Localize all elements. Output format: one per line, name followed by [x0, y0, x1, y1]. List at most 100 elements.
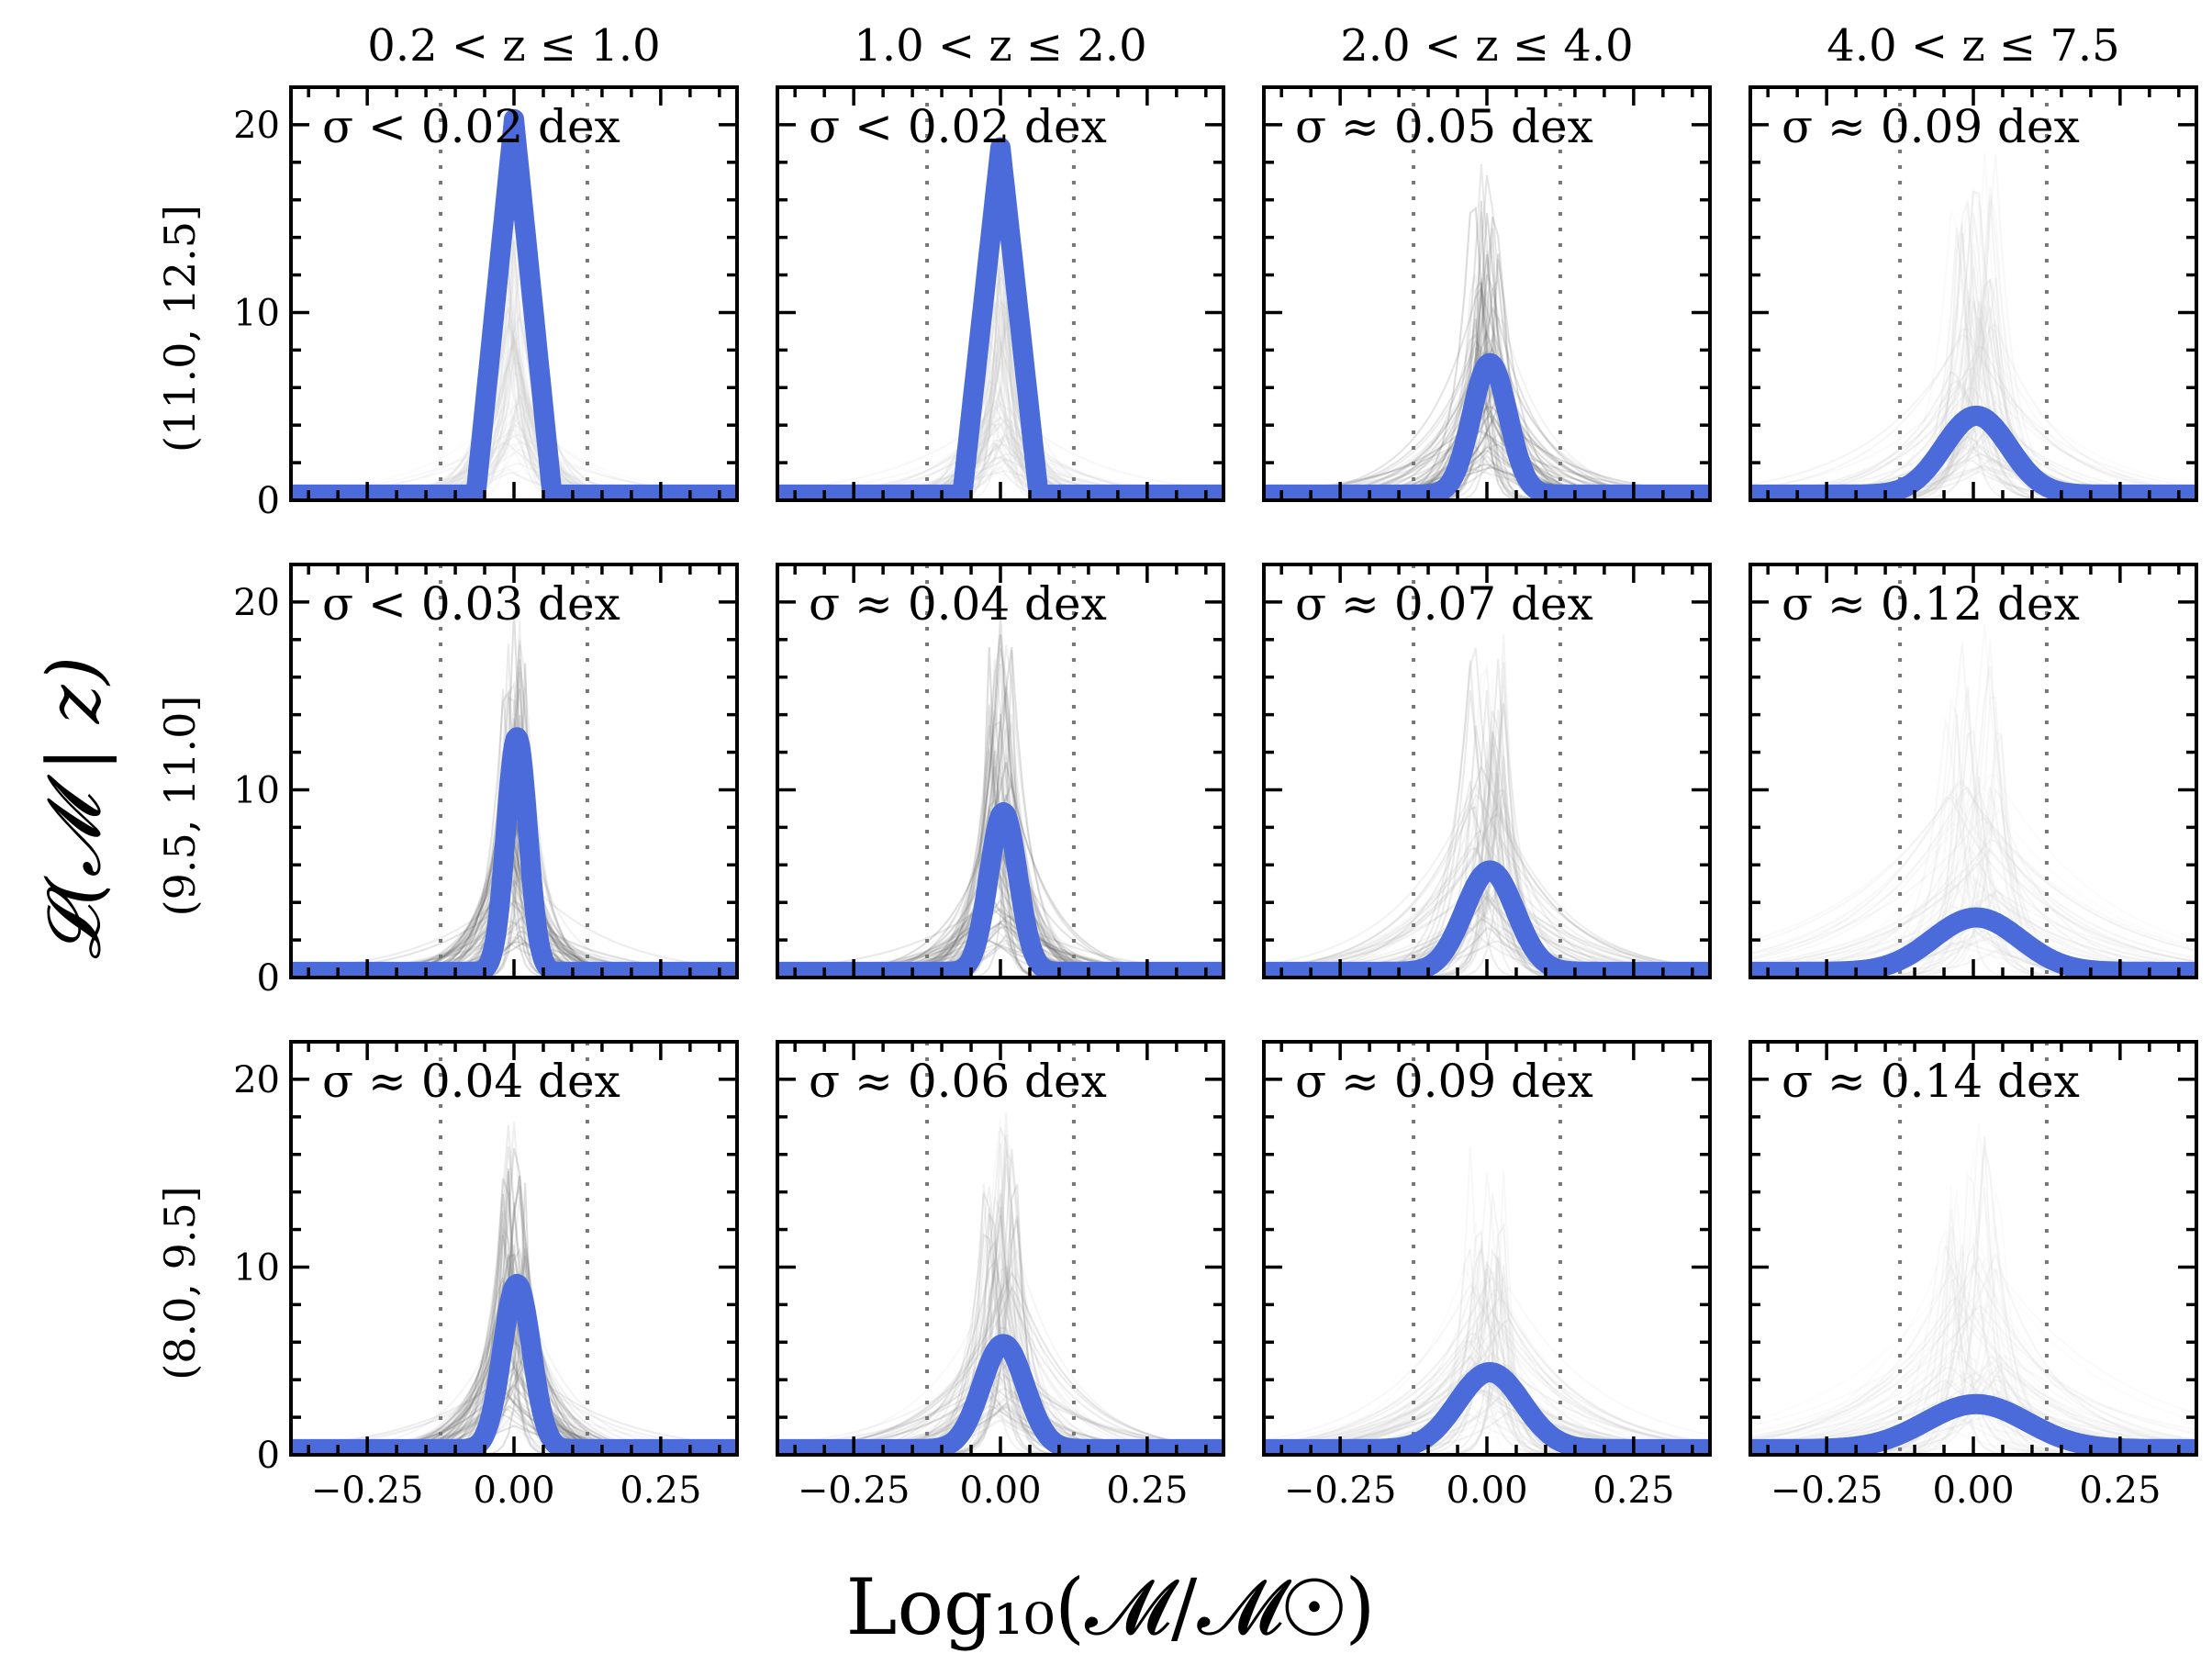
x-tick-label: −0.25 — [1284, 1469, 1397, 1512]
sample-line — [777, 1221, 1223, 1455]
sample-line — [1750, 1372, 2196, 1448]
sample-line — [1750, 1265, 2196, 1449]
sample-line — [1750, 776, 2196, 978]
sample-line — [1750, 326, 2196, 500]
sample-line — [1264, 1169, 1710, 1455]
panel-r3-c2: −0.25 0.00 0.25 σ ≈ 0.06 dex — [776, 1040, 1225, 1512]
sample-line — [1750, 1136, 2196, 1455]
sample-line — [1264, 684, 1710, 978]
sample-line — [777, 703, 1223, 978]
sigma-annotation: σ ≈ 0.09 dex — [1295, 1055, 1593, 1108]
sigma-annotation: σ ≈ 0.04 dex — [809, 577, 1107, 631]
sample-line — [291, 1210, 737, 1455]
sample-line — [777, 646, 1223, 978]
sample-line — [1264, 742, 1710, 978]
sample-line — [1264, 213, 1710, 500]
sample-line — [291, 1264, 737, 1455]
sample-line — [777, 1184, 1223, 1455]
plot-area — [1750, 1042, 2196, 1455]
y-tick-label: 10 — [233, 292, 280, 334]
sample-line — [777, 250, 1223, 500]
x-tick-label: 0.00 — [1932, 1469, 2014, 1512]
sample-line — [291, 799, 737, 978]
sample-line — [1750, 1276, 2196, 1455]
likelihood-curve — [291, 1273, 737, 1455]
sample-line — [1750, 199, 2196, 500]
sample-line — [291, 240, 737, 500]
panel-r1-c1: 0 10 20 σ < 0.02 dex — [233, 85, 739, 522]
sample-line — [777, 1215, 1223, 1455]
sample-line — [777, 713, 1223, 978]
sample-line — [777, 177, 1223, 500]
sample-line — [1264, 291, 1710, 500]
sample-line — [777, 1193, 1223, 1455]
x-tick-label: 0.25 — [620, 1469, 701, 1512]
sample-line — [1750, 1254, 2196, 1447]
y-tick-label: 0 — [257, 1435, 280, 1477]
x-tick-label: 0.00 — [1446, 1469, 1527, 1512]
sample-line — [777, 257, 1223, 500]
sample-line — [291, 687, 737, 978]
sample-line — [1264, 274, 1710, 500]
sample-line — [1264, 1300, 1710, 1447]
sample-line — [1264, 1320, 1710, 1447]
panel-r3-c4: −0.25 0.00 0.25 σ ≈ 0.14 dex — [1748, 1040, 2198, 1512]
sample-line — [1264, 1351, 1710, 1447]
sample-line — [1750, 328, 2196, 493]
sample-line — [777, 705, 1223, 978]
sample-line — [1750, 779, 2196, 952]
panel-r2-c1: 0 10 20 σ < 0.03 dex — [233, 563, 739, 1000]
sigma-annotation: σ < 0.02 dex — [322, 100, 620, 153]
sample-line — [1264, 1257, 1710, 1455]
likelihood-curve — [1750, 406, 2196, 500]
sample-line — [291, 1230, 737, 1455]
x-tick-label: 0.00 — [959, 1469, 1041, 1512]
x-axis-label: Log₁₀(𝓜/𝓜☉) — [846, 1562, 1376, 1652]
sample-line — [1264, 789, 1710, 978]
sample-line — [291, 876, 737, 972]
sample-line — [1264, 731, 1710, 978]
sample-line — [291, 198, 737, 500]
sample-line — [291, 1175, 737, 1455]
sample-line — [291, 1201, 737, 1455]
sample-line — [1264, 250, 1710, 500]
sample-line — [1264, 755, 1710, 978]
likelihood-curve — [1264, 860, 1710, 978]
sample-line — [777, 276, 1223, 500]
sigma-annotation: σ ≈ 0.06 dex — [809, 1055, 1107, 1108]
sample-line — [1750, 1245, 2196, 1455]
sample-line — [1750, 817, 2196, 955]
sample-line — [291, 256, 737, 500]
x-tick-label: 0.25 — [1106, 1469, 1188, 1512]
sample-line — [1264, 1282, 1710, 1447]
sample-line — [1750, 300, 2196, 500]
likelihood-curve — [1750, 1393, 2196, 1455]
sample-line — [1264, 1268, 1710, 1455]
sample-line — [1264, 725, 1710, 978]
sample-line — [291, 151, 737, 500]
y-tick-label: 10 — [233, 769, 280, 811]
sample-line — [777, 334, 1223, 500]
column-title-2: 1.0 < z ≤ 2.0 — [854, 20, 1146, 72]
x-tick-label: 0.25 — [2079, 1469, 2161, 1512]
sample-line — [1264, 211, 1710, 500]
sample-line — [1750, 872, 2196, 968]
sample-line — [1750, 786, 2196, 964]
sample-line — [777, 1143, 1223, 1455]
sample-line — [1264, 228, 1710, 500]
sample-line — [291, 298, 737, 500]
sample-line — [1264, 1297, 1710, 1447]
sample-line — [291, 610, 737, 978]
column-title-3: 2.0 < z ≤ 4.0 — [1340, 20, 1633, 72]
sample-line — [291, 688, 737, 978]
sample-line — [291, 1182, 737, 1455]
likelihood-samples — [1750, 153, 2196, 500]
sigma-annotation: σ ≈ 0.07 dex — [1295, 577, 1593, 631]
sample-line — [291, 1244, 737, 1455]
sample-line — [1264, 741, 1710, 978]
sample-line — [1750, 334, 2196, 488]
sample-line — [1750, 688, 2196, 978]
sample-line — [1264, 773, 1710, 978]
plot-area — [1264, 1042, 1710, 1455]
